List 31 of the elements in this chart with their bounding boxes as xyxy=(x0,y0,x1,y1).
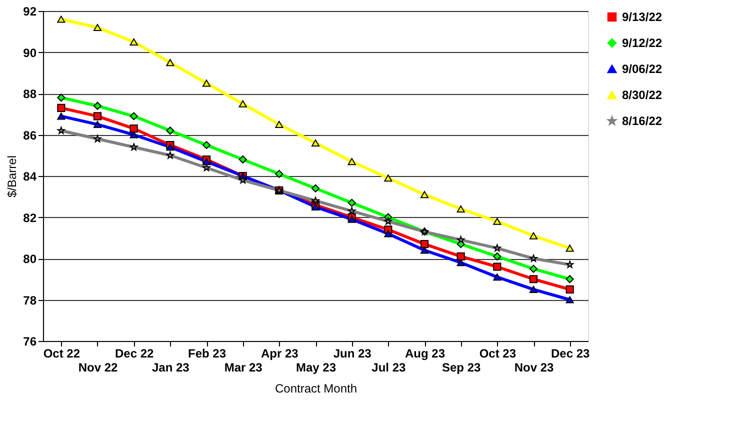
legend-label: 9/06/22 xyxy=(622,62,662,76)
legend-label: 8/16/22 xyxy=(622,114,662,128)
x-tick-label: Nov 22 xyxy=(78,360,118,374)
y-axis-title: $/Barrel xyxy=(5,155,20,198)
x-tick-label: May 23 xyxy=(296,360,336,374)
y-tick-label: 78 xyxy=(23,293,37,308)
x-tick-label: Jan 23 xyxy=(152,360,190,374)
x-tick-label: Jun 23 xyxy=(333,346,372,360)
legend-label: 9/12/22 xyxy=(622,36,662,50)
y-tick-label: 80 xyxy=(23,252,37,266)
x-tick-label: Apr 23 xyxy=(260,346,299,360)
y-tick-label: 82 xyxy=(23,210,37,225)
y-tick-label: 76 xyxy=(23,334,37,348)
x-axis-title: Contract Month xyxy=(274,382,358,396)
x-tick-label: Oct 23 xyxy=(479,346,516,360)
y-tick-label: 90 xyxy=(23,46,37,60)
x-tick-label: Oct 22 xyxy=(43,346,80,360)
x-tick-label: Dec 22 xyxy=(114,346,154,360)
legend-label: 9/13/22 xyxy=(622,10,662,24)
legend-label: 8/30/22 xyxy=(622,88,662,102)
x-tick-label: Sep 23 xyxy=(442,360,481,374)
x-tick-label: Feb 23 xyxy=(188,346,226,360)
y-tick-label: 86 xyxy=(23,128,37,142)
x-tick-label: Mar 23 xyxy=(224,360,263,374)
y-tick-label: 88 xyxy=(23,87,37,101)
x-tick-label: Aug 23 xyxy=(404,346,446,360)
x-tick-label: Jul 23 xyxy=(372,360,406,374)
y-tick-label: 92 xyxy=(23,4,37,18)
y-tick-label: 84 xyxy=(23,170,37,184)
x-tick-label: Dec 23 xyxy=(550,346,590,360)
x-tick-label: Nov 23 xyxy=(514,360,554,374)
